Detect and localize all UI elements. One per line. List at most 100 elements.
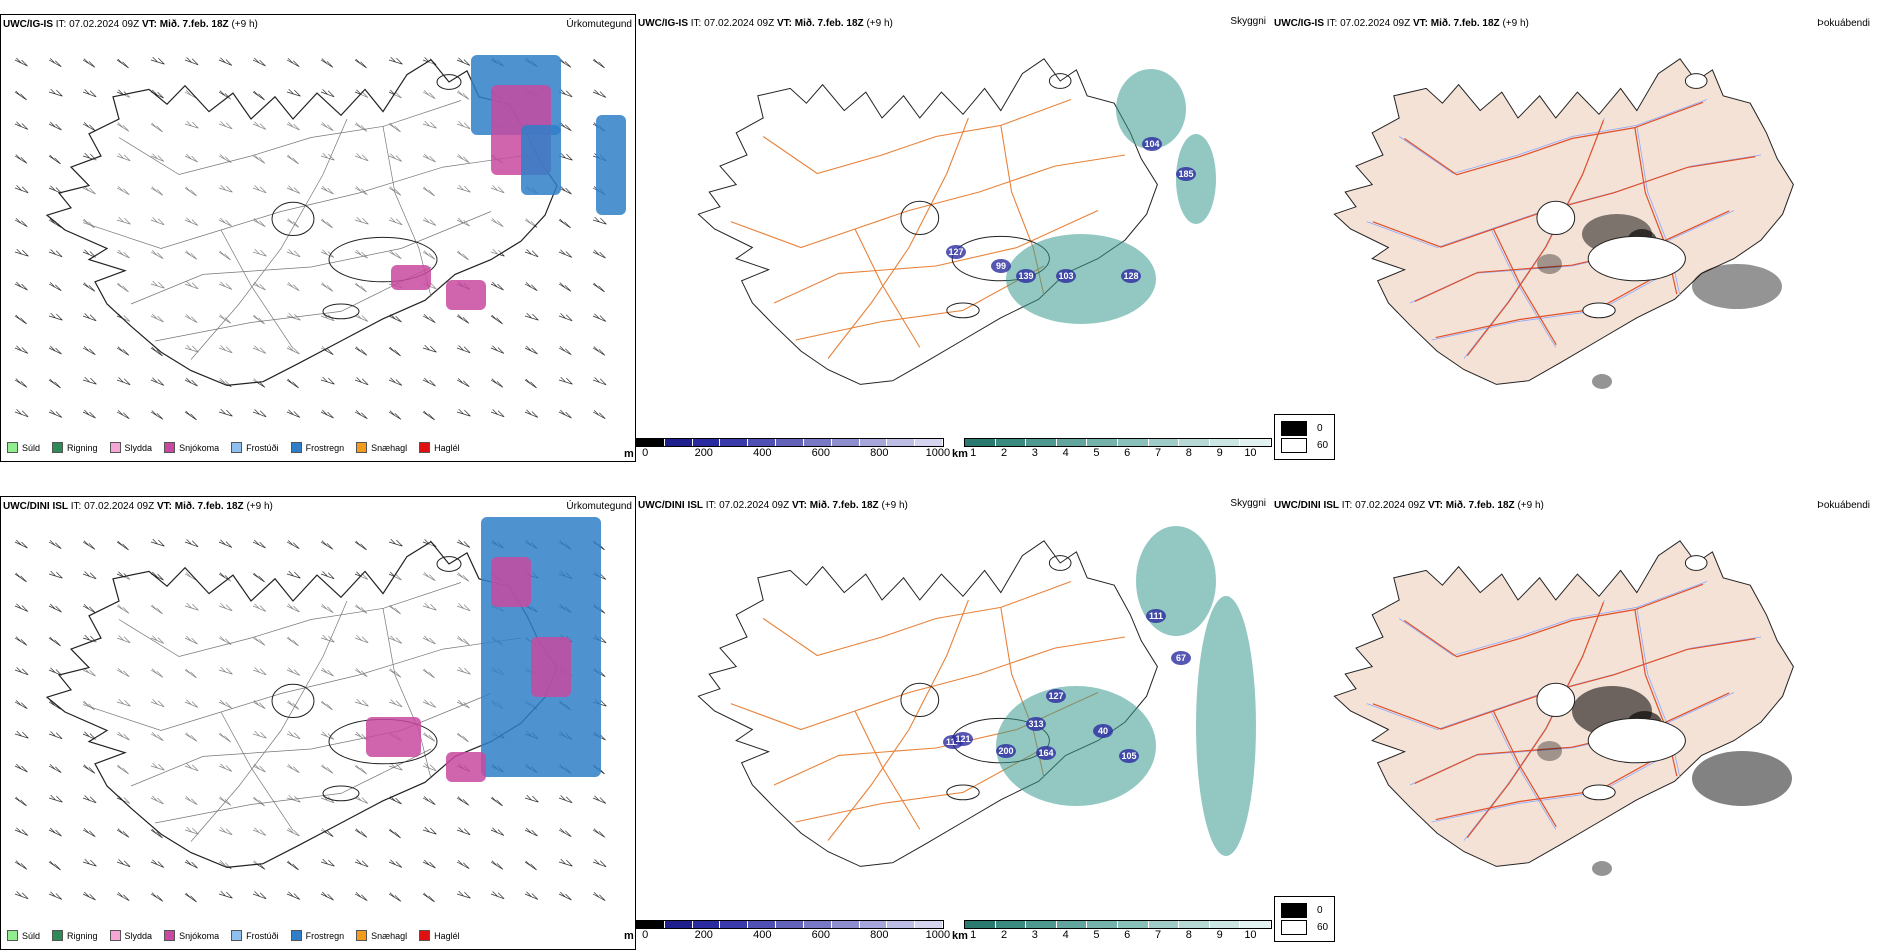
- wind-barb: [388, 668, 402, 678]
- panel-header: UWC/DINI ISL IT: 07.02.2024 09Z VT: Mið.…: [3, 501, 273, 512]
- wind-barb: [422, 153, 436, 163]
- colorbar-boxes: [964, 920, 1272, 929]
- glacier-outlines: [271, 74, 462, 320]
- precip-map: [14, 55, 626, 421]
- wind-barb: [592, 58, 605, 69]
- wind-barb: [116, 859, 131, 868]
- wind-barb: [82, 731, 97, 740]
- coastline: [45, 59, 558, 387]
- wind-barb: [82, 58, 96, 68]
- wind-barb: [252, 314, 265, 325]
- fog-legend-row: 0: [1281, 903, 1328, 918]
- colorbar-ticks: 0 200 400 600 800 1000: [636, 447, 950, 459]
- wind-barb: [320, 634, 335, 643]
- wind-barb: [82, 700, 95, 711]
- wind-barb: [320, 218, 333, 229]
- wind-barb: [218, 890, 233, 899]
- wind-barb: [218, 281, 233, 290]
- wind-barb: [286, 88, 301, 97]
- wind-barb: [456, 378, 470, 388]
- wind-barb: [218, 90, 232, 100]
- wind-barb: [14, 409, 29, 418]
- wind-barb: [354, 668, 368, 678]
- colorbar-tick-label: 8: [1185, 929, 1192, 941]
- colorbar-swatch: [664, 921, 693, 928]
- wind-barb: [252, 121, 267, 130]
- wind-barb: [558, 218, 571, 229]
- wind-barb: [456, 732, 469, 743]
- panel-header: UWC/IG-IS IT: 07.02.2024 09Z VT: Mið. 7.…: [3, 19, 258, 30]
- wind-barb: [354, 859, 369, 868]
- wind-barb: [422, 668, 435, 679]
- fog-legend-row: 0: [1281, 421, 1328, 436]
- wind-barb: [286, 345, 300, 355]
- low-visibility-area: [1116, 69, 1186, 149]
- wind-barb: [14, 700, 28, 710]
- ceiling-label: 200: [998, 746, 1013, 756]
- wind-barb: [82, 282, 96, 292]
- panel-title: Skyggni: [1230, 498, 1266, 509]
- colorbar-swatch: [803, 439, 832, 446]
- wind-barb: [48, 570, 63, 579]
- wind-barb: [14, 345, 29, 354]
- road-lines: [82, 582, 522, 842]
- fog-panel-row2: UWC/DINI ISL IT: 07.02.2024 09Z VT: Mið.…: [1272, 496, 1900, 950]
- wind-barb: [14, 218, 28, 228]
- legend-item: Snjókoma: [164, 442, 219, 453]
- wind-barb: [490, 378, 504, 388]
- colorbar-swatch: [637, 439, 665, 446]
- colorbar-tick-label: 9: [1216, 929, 1223, 941]
- wind-barb: [14, 730, 29, 739]
- wind-barb: [48, 185, 63, 194]
- wind-barb: [524, 794, 539, 803]
- ceiling-cell: [953, 732, 973, 746]
- wind-barb: [150, 313, 164, 323]
- wind-barb: [354, 635, 369, 644]
- legend-item: Snjókoma: [164, 930, 219, 941]
- colorbar-swatch: [887, 439, 916, 446]
- wind-barb: [116, 153, 131, 162]
- wind-barb: [456, 603, 471, 612]
- panel-header: UWC/IG-IS IT: 07.02.2024 09Z VT: Mið. 7.…: [638, 18, 893, 29]
- colorbar-boxes: [636, 438, 944, 447]
- colorbar-swatch: [995, 439, 1027, 446]
- wind-barb: [456, 90, 470, 100]
- wind-barb: [116, 731, 130, 741]
- wind-barb: [150, 538, 165, 547]
- colorbar-tick-label: 3: [1031, 929, 1038, 941]
- wind-barb: [116, 346, 130, 356]
- wind-barb: [558, 409, 572, 419]
- wind-barb: [218, 314, 232, 324]
- colorbar-swatch: [692, 439, 721, 446]
- wind-barb: [558, 313, 573, 322]
- wind-barb: [82, 249, 97, 258]
- wind-barb: [82, 540, 96, 550]
- wind-barb: [422, 796, 436, 806]
- wind-barb: [150, 280, 165, 289]
- wind-barb: [592, 249, 606, 259]
- wind-barb: [14, 827, 29, 836]
- wind-barb: [320, 891, 334, 901]
- wind-barb: [354, 892, 368, 902]
- wind-barb: [82, 346, 96, 356]
- panel-title: Úrkomutegund: [566, 501, 632, 512]
- wind-barb: [14, 860, 28, 870]
- fog-map: [1333, 58, 1794, 389]
- visibility-colorbar: 1 2 3 4 5 6 7 8 9 10 km: [952, 438, 1272, 460]
- wind-barb: [48, 154, 61, 165]
- legend-label: Frostregn: [305, 442, 345, 453]
- wind-barb: [524, 827, 538, 837]
- wind-barb: [218, 636, 232, 646]
- legend-swatch: [356, 442, 368, 453]
- legend-item: Snæhagl: [356, 930, 407, 941]
- wind-barb: [286, 603, 300, 613]
- wind-barb: [252, 185, 267, 194]
- wind-barb: [456, 539, 471, 548]
- colorbar-swatch: [1179, 921, 1210, 928]
- wind-barb: [558, 152, 573, 161]
- panel-title: Þokuábendi: [1817, 18, 1870, 29]
- colorbar-swatch: [720, 921, 749, 928]
- wind-barb: [286, 827, 300, 837]
- wind-barb: [524, 218, 538, 228]
- wind-barb: [286, 409, 301, 418]
